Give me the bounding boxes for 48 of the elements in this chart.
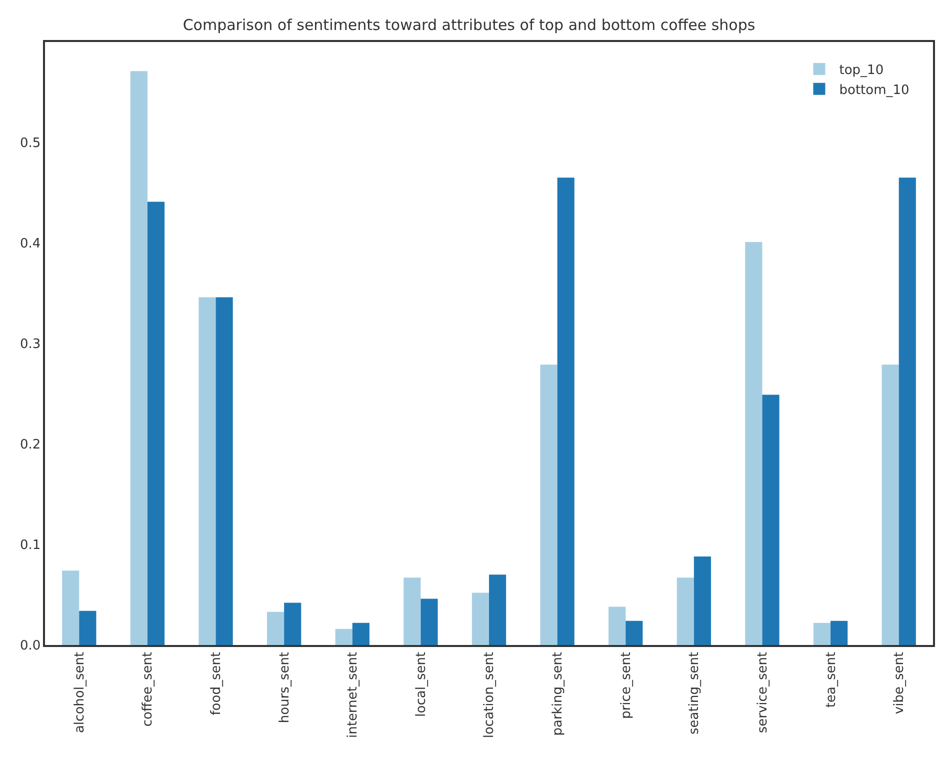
y-tick-label: 0.5 (20, 136, 41, 152)
bar (830, 620, 848, 645)
x-tick-label: parking_sent (550, 652, 566, 736)
y-tick-label: 0.0 (20, 638, 41, 654)
bar (335, 628, 352, 645)
chart-title: Comparison of sentiments toward attributes of top and bottom coffee shops (182, 16, 756, 34)
bar (284, 602, 302, 645)
bar (420, 598, 438, 645)
bar (147, 202, 165, 645)
x-tick-label: vibe_sent (892, 652, 908, 714)
bar (626, 620, 643, 645)
bar (267, 612, 284, 645)
bar (557, 178, 574, 645)
x-tick-label: coffee_sent (140, 652, 156, 727)
legend-label: top_10 (839, 63, 884, 78)
bar (694, 556, 711, 645)
bar (79, 610, 96, 645)
bar (352, 622, 370, 645)
bar (198, 297, 216, 645)
bar (608, 606, 626, 645)
x-tick-label: hours_sent (277, 652, 292, 724)
bar (472, 592, 489, 645)
x-tick-label: food_sent (208, 652, 224, 716)
y-tick-label: 0.2 (20, 438, 41, 453)
bar (676, 578, 694, 645)
bar (745, 242, 762, 645)
y-tick-label: 0.3 (20, 337, 41, 352)
x-tick-label: local_sent (414, 652, 429, 717)
bar (762, 394, 780, 645)
y-tick-label: 0.4 (20, 236, 41, 252)
bar (130, 71, 148, 645)
x-tick-label: internet_sent (346, 652, 361, 738)
bar (898, 178, 916, 645)
x-tick-label: location_sent (482, 652, 498, 738)
bar (62, 570, 80, 645)
x-tick-label: tea_sent (824, 652, 839, 708)
y-tick-label: 0.1 (20, 538, 41, 554)
bar (489, 574, 506, 645)
bar (404, 578, 421, 645)
legend-label: bottom_10 (839, 82, 910, 98)
bar (882, 364, 899, 645)
bar (216, 297, 233, 645)
bar (540, 364, 558, 645)
x-tick-label: price_sent (618, 652, 634, 719)
x-tick-label: seating_sent (687, 652, 702, 734)
x-tick-label: alcohol_sent (72, 652, 88, 734)
x-tick-label: service_sent (755, 652, 770, 734)
bar (813, 622, 831, 645)
